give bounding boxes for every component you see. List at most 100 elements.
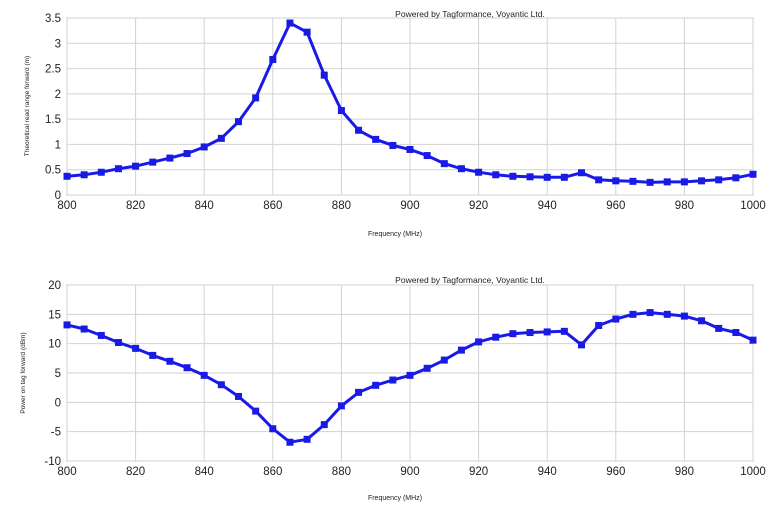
data-point-marker — [457, 346, 465, 354]
data-point-marker — [63, 321, 71, 329]
y-tick-label: -5 — [51, 427, 61, 439]
y-axis-label: Power on tag forward (dBm) — [20, 332, 27, 413]
y-tick-label: 5 — [55, 368, 61, 380]
data-point-marker — [97, 168, 105, 176]
data-point-marker — [200, 143, 208, 151]
data-point-marker — [560, 173, 568, 181]
y-tick-labels: 0 0.5 1 1.5 2 2.5 3 3.5 — [45, 13, 61, 202]
data-point-marker — [715, 176, 723, 184]
x-tick-label: 820 — [126, 200, 145, 212]
data-point-marker — [680, 312, 688, 320]
data-point-marker — [269, 55, 277, 63]
data-point-marker — [320, 71, 328, 79]
data-point-marker — [629, 310, 637, 318]
data-point-marker — [63, 172, 71, 180]
x-tick-label: 880 — [332, 466, 351, 478]
x-tick-label: 1000 — [740, 466, 766, 478]
data-point-marker — [509, 330, 517, 338]
series-power-on-tag — [63, 309, 757, 446]
x-tick-label: 860 — [263, 466, 282, 478]
data-point-marker — [543, 173, 551, 181]
x-tick-label: 960 — [606, 466, 625, 478]
y-tick-label: -10 — [44, 456, 61, 468]
x-tick-label: 800 — [57, 466, 76, 478]
x-tick-label: 900 — [400, 200, 419, 212]
data-point-marker — [749, 336, 757, 344]
y-tick-label: 15 — [48, 309, 61, 321]
data-point-marker — [252, 407, 260, 415]
data-point-marker — [457, 165, 465, 173]
x-tick-label: 800 — [57, 200, 76, 212]
data-point-marker — [475, 168, 483, 176]
x-axis-label: Frequency (MHz) — [368, 495, 422, 502]
y-tick-label: 0 — [55, 190, 61, 202]
data-point-marker — [698, 317, 706, 325]
data-point-marker — [612, 177, 620, 185]
x-tick-label: 940 — [538, 200, 557, 212]
chart-annotation: Powered by Tagformance, Voyantic Ltd. — [395, 275, 545, 285]
x-axis-label: Frequency (MHz) — [368, 231, 422, 238]
data-point-marker — [149, 158, 157, 166]
data-point-marker — [183, 364, 191, 372]
y-tick-label: 20 — [48, 280, 61, 292]
x-tick-labels: 800 820 840 860 880 900 920 940 960 980 1000 — [57, 466, 765, 478]
x-tick-label: 860 — [263, 200, 282, 212]
gridlines — [66, 17, 754, 196]
data-point-marker — [663, 178, 671, 186]
data-point-marker — [595, 176, 603, 184]
power-on-tag-chart: -10 -5 0 5 10 15 20 800 820 840 860 880 900 920 940 96… — [20, 275, 766, 502]
data-point-marker — [698, 177, 706, 185]
data-point-marker — [578, 169, 585, 177]
data-point-marker — [286, 19, 294, 27]
y-tick-label: 0.5 — [45, 165, 61, 177]
y-tick-label: 2 — [55, 89, 61, 101]
data-point-marker — [612, 315, 620, 323]
x-tick-label: 840 — [195, 466, 214, 478]
data-point-marker — [389, 376, 397, 384]
data-point-marker — [509, 172, 517, 180]
data-point-marker — [492, 171, 500, 179]
data-point-marker — [337, 107, 345, 115]
y-tick-label: 1.5 — [45, 114, 61, 126]
data-point-marker — [149, 351, 157, 359]
data-point-marker — [646, 178, 654, 186]
data-point-marker — [132, 162, 140, 170]
y-tick-label: 3 — [55, 38, 61, 50]
y-axis-label: Theoretical read range forward (m) — [24, 56, 31, 156]
y-tick-label: 1 — [55, 139, 61, 151]
y-tick-label: 2.5 — [45, 64, 61, 76]
data-point-marker — [97, 331, 105, 339]
data-point-marker — [389, 141, 397, 149]
data-point-marker — [355, 388, 363, 396]
data-point-marker — [526, 173, 534, 181]
data-point-marker — [423, 364, 431, 372]
data-point-marker — [114, 338, 122, 346]
data-point-marker — [406, 145, 414, 153]
data-point-marker — [320, 421, 328, 429]
data-point-marker — [646, 309, 654, 317]
data-point-marker — [543, 328, 551, 336]
data-point-marker — [132, 344, 140, 352]
data-point-marker — [303, 435, 311, 443]
data-point-marker — [629, 177, 637, 185]
data-point-marker — [440, 356, 448, 364]
read-range-chart: 0 0.5 1 1.5 2 2.5 3 3.5 800 820 840 860 880 900 920 94… — [24, 9, 766, 238]
x-tick-label: 980 — [675, 466, 694, 478]
data-point-marker — [372, 381, 380, 389]
x-tick-label: 940 — [538, 466, 557, 478]
x-tick-labels: 800 820 840 860 880 900 920 940 960 980 1000 — [57, 200, 765, 212]
x-tick-label: 900 — [400, 466, 419, 478]
x-tick-label: 960 — [606, 200, 625, 212]
data-point-marker — [252, 94, 260, 102]
data-point-marker — [440, 160, 448, 168]
x-tick-label: 920 — [469, 466, 488, 478]
data-point-marker — [749, 170, 757, 178]
data-point-marker — [372, 135, 380, 143]
data-point-marker — [200, 371, 208, 379]
data-point-marker — [680, 178, 688, 186]
data-point-marker — [732, 329, 740, 337]
data-point-marker — [526, 329, 534, 337]
x-tick-label: 980 — [675, 200, 694, 212]
data-point-marker — [183, 150, 191, 158]
x-tick-label: 840 — [195, 200, 214, 212]
